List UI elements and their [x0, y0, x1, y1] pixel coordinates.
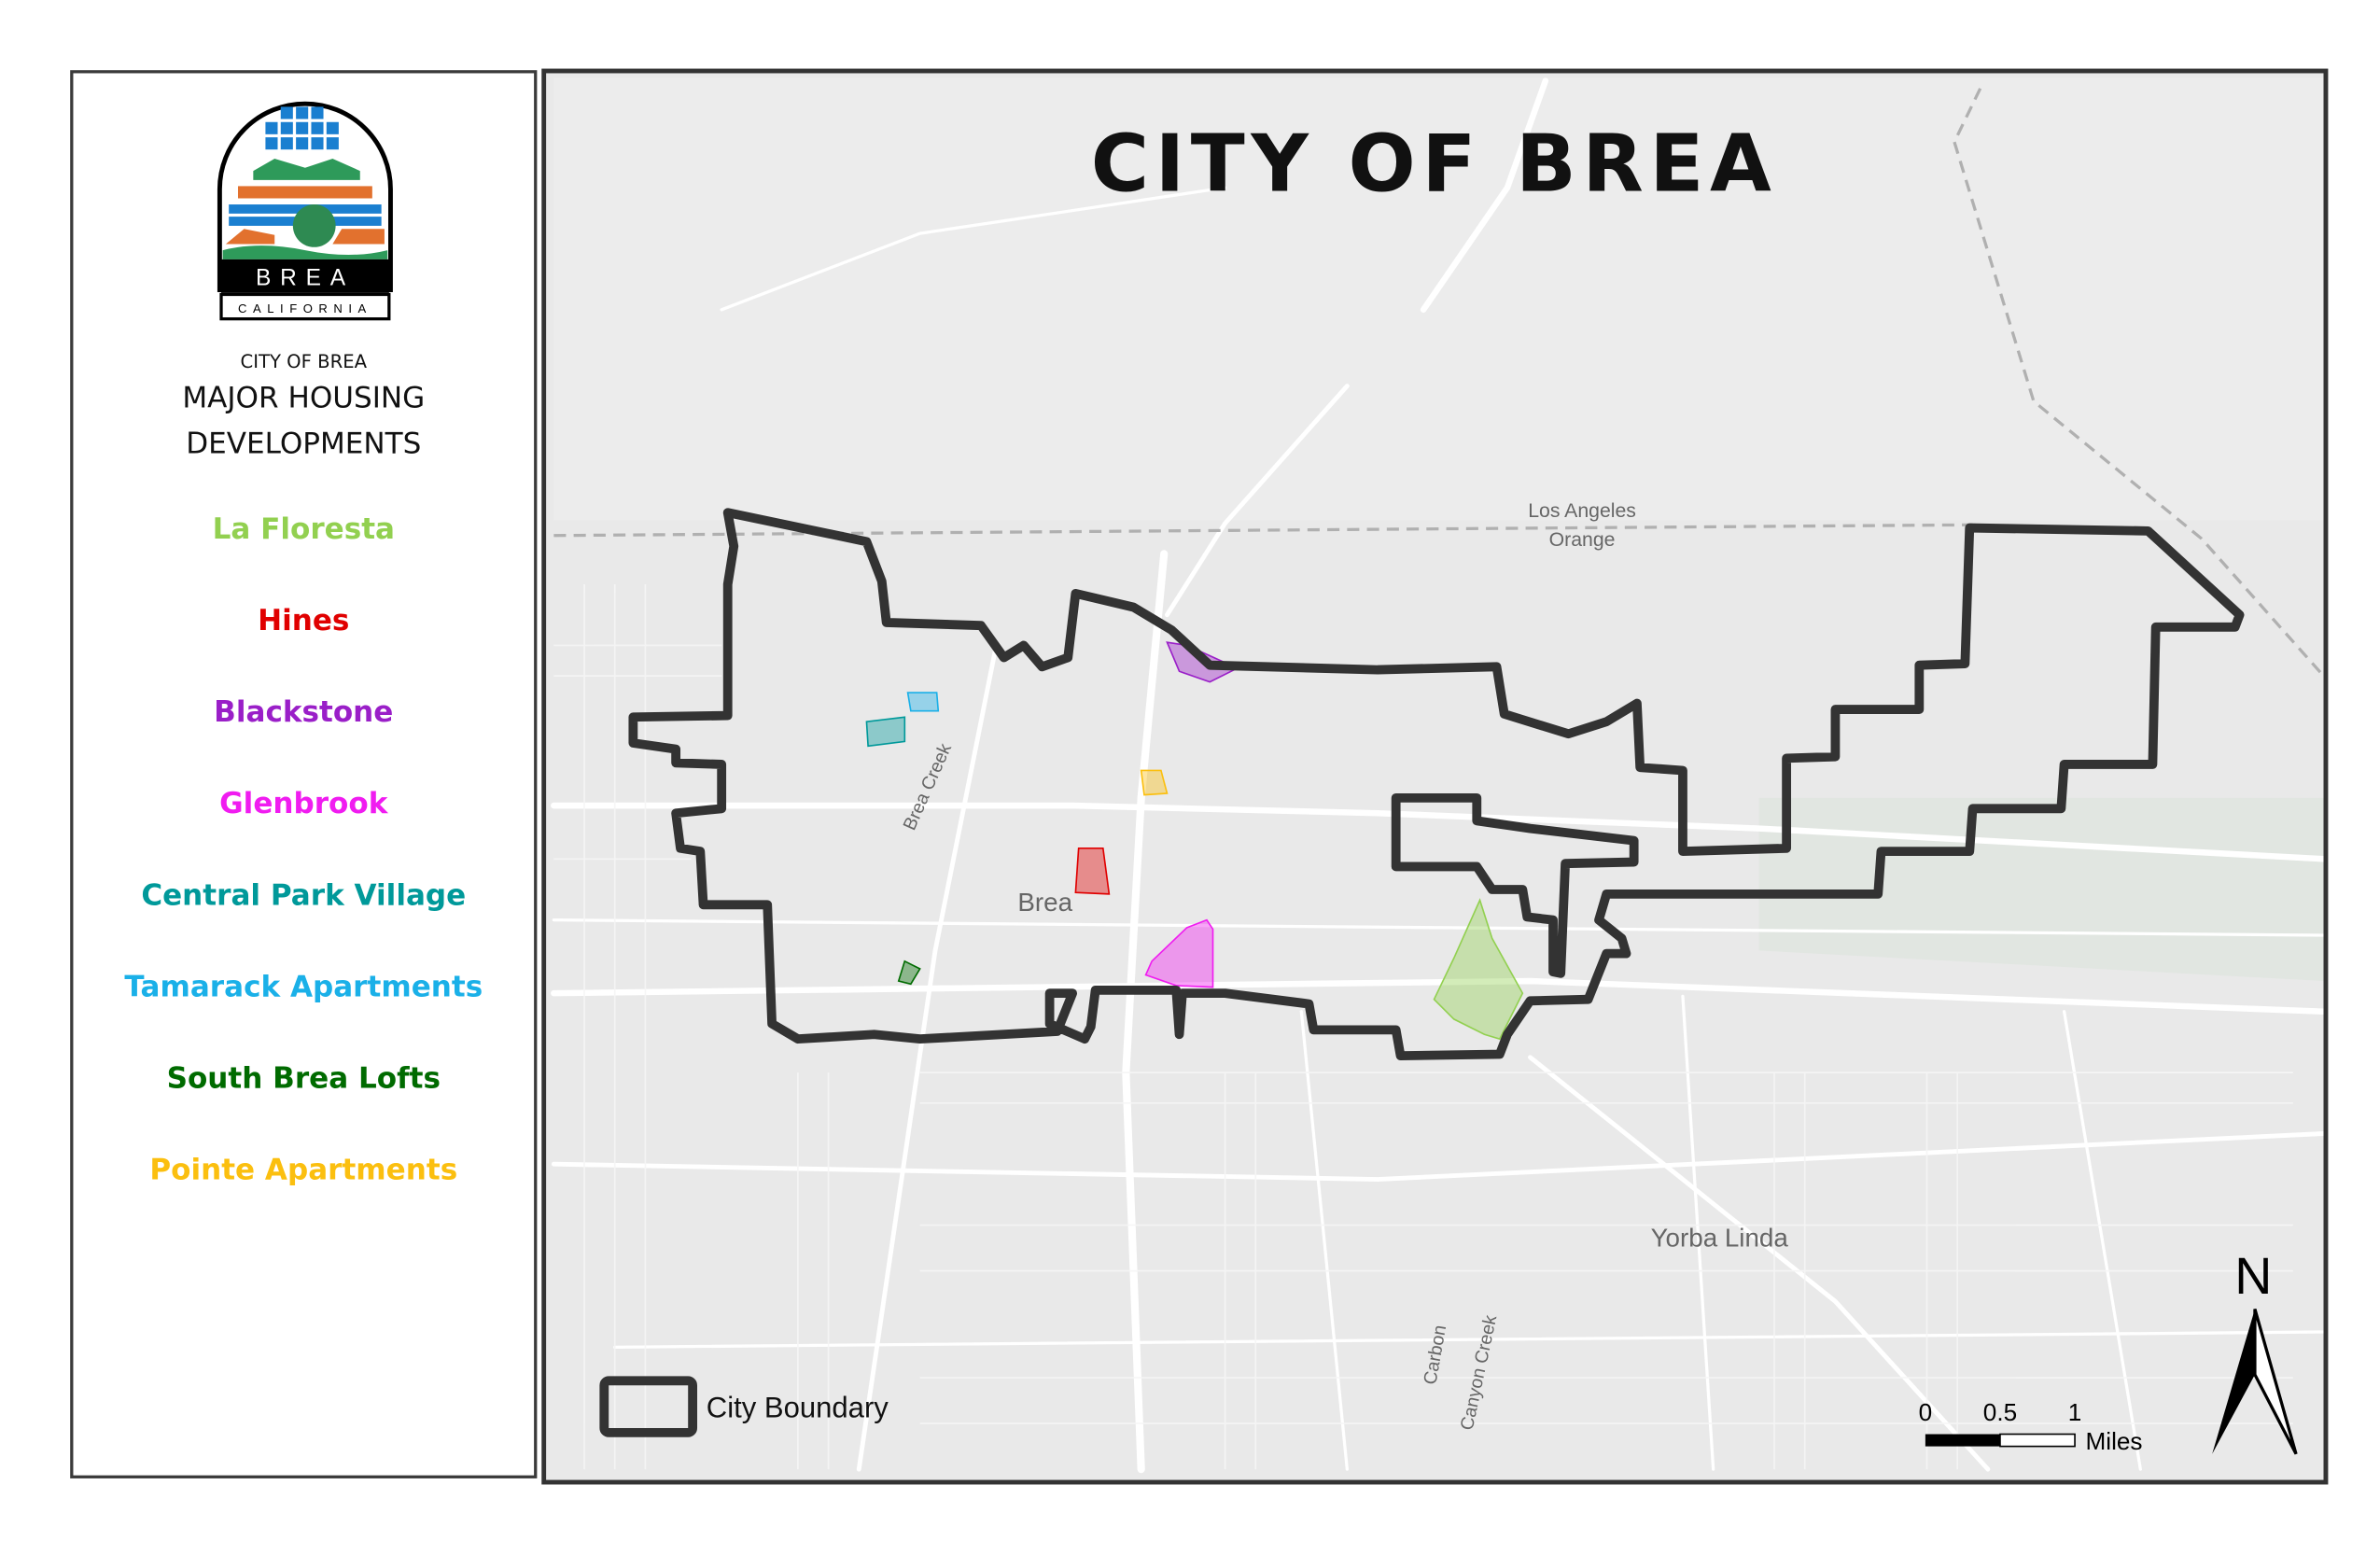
legend-item-blackstone: Blackstone: [214, 695, 394, 730]
scale-tick-0: 0: [1919, 1398, 1933, 1426]
legend-item-pointe-apartments: Pointe Apartments: [149, 1153, 458, 1187]
basemap: Los Angeles Orange Brea Brea Creek Yorba…: [546, 73, 2324, 1480]
development-area-central-park-village: [865, 716, 906, 748]
development-area-hines: [1074, 848, 1111, 895]
scale-tick-1: 1: [2068, 1398, 2082, 1426]
scale-bar: 0 0.5 1 Miles: [1919, 1398, 2143, 1455]
logo-word: BREA: [256, 266, 355, 291]
development-area-south-brea-lofts: [897, 960, 921, 986]
map-title: CITY OF BREA: [1090, 119, 1778, 211]
label-yorba-linda: Yorba Linda: [1651, 1223, 1789, 1252]
boundary-legend-label: City Boundary: [707, 1392, 889, 1424]
logo-state: CALIFORNIA: [238, 301, 372, 315]
minor-streets: [553, 584, 2293, 1470]
panel-heading-line2: DEVELOPMENTS: [186, 427, 422, 461]
legend-item-south-brea-lofts: South Brea Lofts: [166, 1061, 441, 1096]
legend-item-hines: Hines: [258, 604, 350, 638]
scale-unit: Miles: [2085, 1427, 2142, 1455]
development-area-tamarack-apartments: [906, 692, 940, 712]
north-label: N: [2234, 1247, 2272, 1305]
city-boundary-enclave: [1391, 792, 1639, 978]
legend-panel: BREA CALIFORNIA CITY OF BREA MAJOR HOUSI…: [70, 70, 538, 1478]
map-frame: Los Angeles Orange Brea Brea Creek Yorba…: [541, 68, 2329, 1485]
development-area-glenbrook: [1144, 918, 1214, 988]
panel-kicker: CITY OF BREA: [240, 350, 368, 372]
label-los-angeles: Los Angeles: [1528, 499, 1636, 522]
legend-item-glenbrook: Glenbrook: [219, 787, 388, 821]
legend-item-central-park-village: Central Park Village: [141, 878, 467, 913]
label-orange: Orange: [1549, 528, 1616, 551]
scale-tick-half: 0.5: [1983, 1398, 2017, 1426]
city-boundary: [628, 508, 2245, 1061]
development-area-pointe-apartments: [1140, 769, 1169, 796]
boundary-legend-swatch: [599, 1376, 698, 1437]
brea-city-logo: BREA CALIFORNIA: [217, 101, 393, 321]
panel-heading-line1: MAJOR HOUSING: [182, 381, 426, 415]
development-area-la-floresta: [1433, 898, 1524, 1041]
label-brea: Brea: [1017, 888, 1072, 917]
legend-item-tamarack-apartments: Tamarack Apartments: [124, 970, 483, 1004]
legend-item-la-floresta: La Floresta: [212, 512, 396, 547]
